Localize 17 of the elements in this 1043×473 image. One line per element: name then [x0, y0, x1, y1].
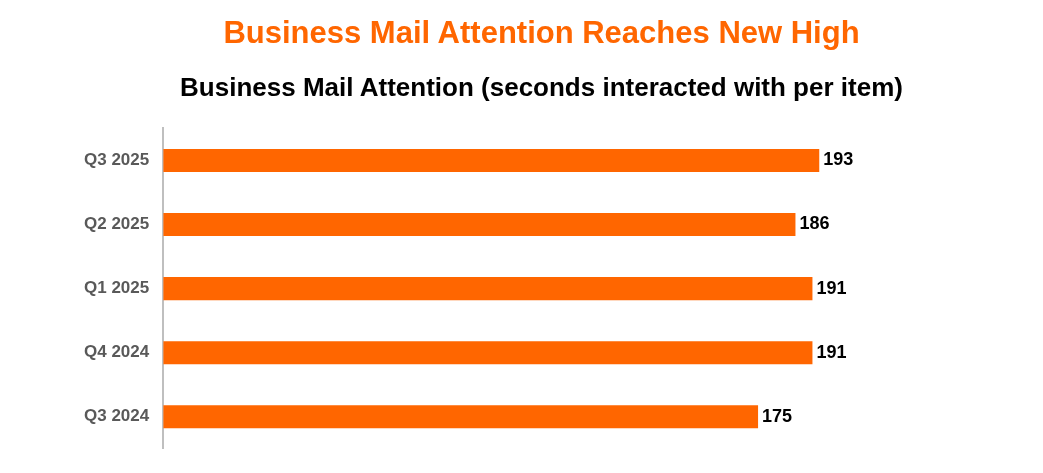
y-tick-label: Q2 2025 [83, 214, 150, 234]
chart-title: Business Mail Attention Reaches New High [223, 15, 860, 51]
y-tick-label: Q4 2024 [83, 342, 150, 362]
data-label: 193 [823, 149, 854, 170]
data-label: 175 [762, 405, 793, 426]
bar [163, 148, 820, 172]
y-tick-label: Q3 2025 [83, 150, 150, 170]
data-label: 191 [816, 277, 847, 298]
data-label: 186 [799, 213, 830, 234]
bar [163, 341, 813, 365]
y-tick-label: Q1 2025 [83, 278, 150, 298]
chart-subtitle: Business Mail Attention (seconds interacted with per item) [180, 71, 903, 102]
data-label: 191 [816, 341, 847, 362]
y-tick-label: Q3 2024 [83, 406, 150, 426]
bar [163, 405, 759, 429]
bar [163, 212, 796, 237]
bar [163, 277, 813, 301]
